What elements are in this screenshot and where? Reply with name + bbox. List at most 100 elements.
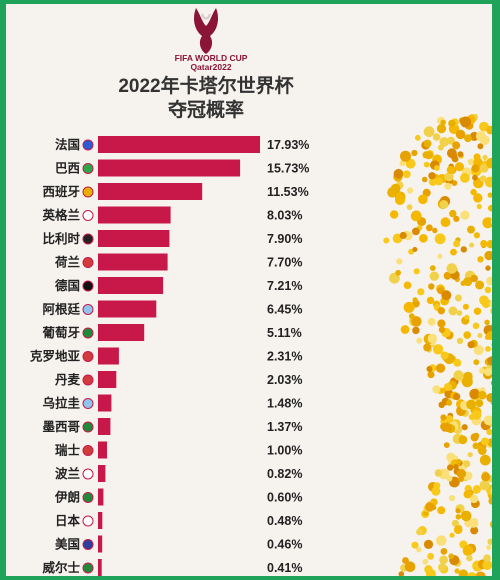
trophy-dot [489,300,492,308]
trophy-dot [467,225,475,234]
trophy-dot [446,263,458,274]
trophy-dot [473,344,484,356]
trophy-dot [467,341,475,349]
trophy-dot [477,143,484,150]
trophy-dot [432,227,438,234]
category-label: 阿根廷 [42,302,80,317]
trophy-dot [466,399,476,410]
infographic-panel: FIFA WORLD CUP Qatar2022 2022年卡塔尔世界杯 夺冠概… [6,4,492,576]
category-label: 葡萄牙 [41,325,80,340]
trophy-dot [432,344,444,355]
trophy-dot [483,554,491,562]
trophy-dot [490,307,492,315]
trophy-dot [456,310,463,316]
bar [98,136,260,153]
trophy-dot [481,437,489,446]
trophy-dot [422,558,429,565]
trophy-dot [464,314,470,320]
trophy-dot [460,173,470,183]
trophy-dot [443,271,452,280]
value-label: 5.11% [267,326,302,340]
trophy-dot [486,157,492,169]
trophy-dot [484,367,492,376]
trophy-dot [460,510,472,522]
trophy-dot [437,506,446,515]
trophy-dot [487,192,492,198]
trophy-dot [453,215,460,222]
trophy-dot [427,317,436,326]
trophy-dot [450,248,457,256]
trophy-dot [471,410,482,420]
trophy-dot [467,158,475,166]
trophy-dot [433,482,441,490]
trophy-dot [452,141,461,150]
trophy-dot [403,281,412,290]
trophy-dot [444,172,454,182]
switzerland-flag-icon [82,445,94,456]
trophy-dot [402,557,409,564]
trophy-dot [393,168,404,179]
world-cup-logo-text: FIFA WORLD CUP Qatar2022 [156,54,266,72]
trophy-dot [411,316,422,327]
trophy-dot [469,494,479,504]
bar [98,230,170,247]
france-flag-icon [82,139,94,151]
trophy-dot [416,547,422,553]
trophy-dot [411,149,418,157]
trophy-dot [486,276,492,286]
value-label: 0.82% [267,467,302,481]
category-label: 日本 [55,513,81,528]
trophy-dot [395,269,401,276]
trophy-dot [453,525,463,534]
category-label: 法国 [55,137,80,152]
trophy-dot [460,210,470,220]
value-label: 1.48% [267,397,302,411]
value-label: 2.31% [267,350,302,364]
trophy-dot [487,356,492,366]
trophy-dot [475,399,484,408]
trophy-dot [453,464,459,470]
trophy-dot [427,552,434,560]
trophy-dot [471,164,480,173]
trophy-dot [399,160,406,167]
trophy-dot [431,486,441,496]
trophy-dot [455,129,466,140]
page-title: 2022年卡塔尔世界杯 [118,76,294,97]
trophy-dot [404,561,416,572]
trophy-dot [438,563,447,572]
trophy-dot [413,268,420,275]
mexico-flag-icon [82,421,94,433]
trophy-dot [446,475,453,482]
trophy-dot [473,432,480,439]
trophy-dot [419,234,428,243]
trophy-dot [443,442,450,448]
value-label: 6.45% [267,303,302,317]
trophy-dot [470,526,479,535]
category-label: 比利时 [42,231,80,246]
trophy-dot [407,187,414,194]
trophy-dot [442,422,452,432]
trophy-dot [447,136,455,145]
trophy-dot [463,490,472,499]
trophy-dot [444,389,452,397]
trophy-dot [396,258,403,265]
bar [98,512,103,529]
value-label: 0.46% [267,538,302,552]
trophy-dot [475,571,486,576]
trophy-dot [400,150,411,162]
trophy-dot [469,388,480,400]
trophy-dot [484,319,490,325]
bar [98,253,168,271]
category-label: 波兰 [55,466,81,481]
category-label: 英格兰 [42,208,80,223]
trophy-dot [423,139,432,148]
trophy-dot [464,134,472,143]
trophy-dot [423,539,434,549]
bar [98,535,103,553]
trophy-dot [427,333,437,344]
denmark-flag-icon [82,374,94,386]
trophy-dot [446,399,453,406]
trophy-dot [455,514,462,520]
spain-flag-icon [82,186,94,198]
trophy-dot [473,153,481,161]
